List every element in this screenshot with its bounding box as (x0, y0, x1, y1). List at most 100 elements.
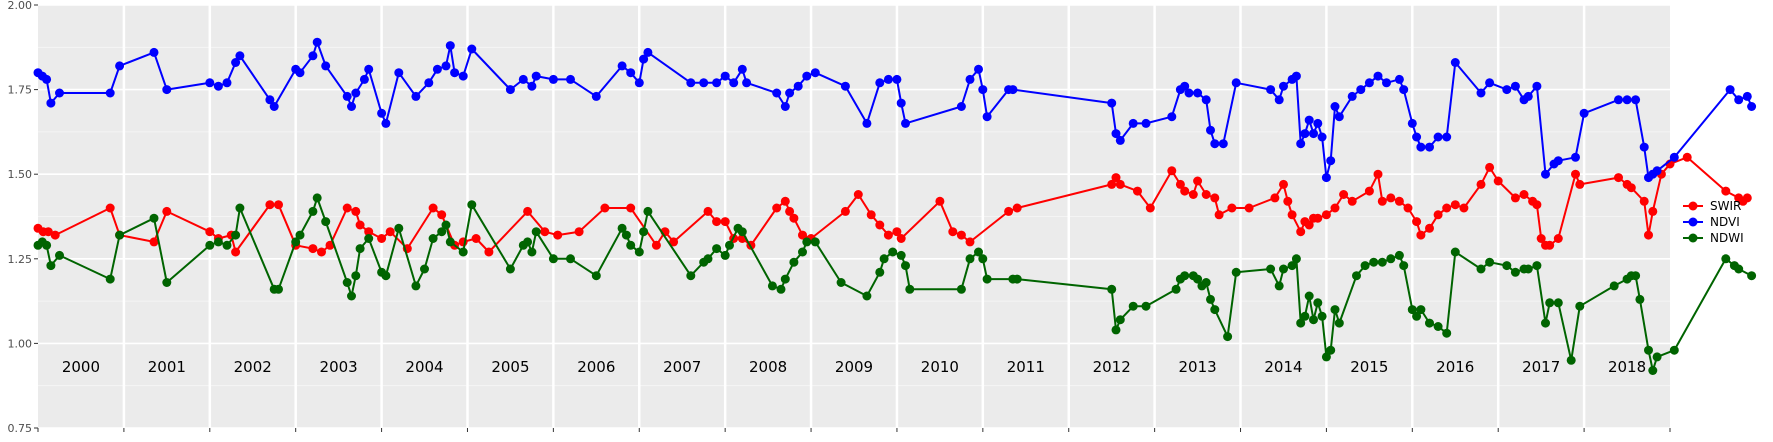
ndwi-point (1266, 264, 1276, 274)
ndvi-point (1317, 132, 1327, 142)
legend-item-ndwi: NDWI (1683, 231, 1744, 245)
swir-point (1394, 196, 1404, 206)
year-label: 2007 (663, 358, 701, 376)
ndwi-point (308, 206, 318, 216)
swir-point (892, 227, 902, 237)
swir-point (1227, 203, 1237, 213)
swir-point (651, 240, 661, 250)
ndvi-point (686, 78, 696, 88)
year-label: 2004 (405, 358, 443, 376)
ndvi-point (1334, 112, 1344, 122)
ndvi-point (359, 74, 369, 84)
swir-point (50, 230, 60, 240)
ndwi-point (1287, 261, 1297, 271)
ndwi-point (836, 278, 846, 287)
ndvi-point (531, 71, 541, 81)
y-tick-label: 1.00 (8, 337, 33, 350)
ndwi-point (1326, 345, 1336, 355)
ndvi-point (381, 118, 391, 128)
ndwi-point (1107, 284, 1117, 294)
ndvi-point (1669, 152, 1679, 162)
swir-point (1626, 183, 1636, 193)
ndwi-point (527, 247, 537, 257)
year-label: 2014 (1264, 358, 1302, 376)
y-tick-label: 2.00 (8, 0, 33, 12)
ndvi-point (1399, 85, 1409, 95)
swir-point (1004, 206, 1014, 216)
swir-point (1433, 210, 1443, 220)
ndvi-point (1309, 129, 1318, 139)
year-label: 2009 (835, 358, 873, 376)
ndwi-point (1330, 305, 1340, 315)
legend-item-ndvi: NDVI (1683, 215, 1740, 229)
ndwi-point (1360, 261, 1370, 271)
year-label: 2006 (577, 358, 615, 376)
legend-key-point (1688, 201, 1698, 211)
year-label: 2013 (1178, 358, 1216, 376)
ndvi-point (896, 98, 906, 108)
ndwi-point (905, 284, 915, 294)
ndwi-point (1734, 264, 1744, 274)
swir-point (351, 206, 361, 216)
y-tick-label: 1.75 (8, 84, 33, 97)
swir-point (1644, 230, 1653, 240)
ndvi-point (793, 81, 803, 91)
ndvi-point (639, 54, 649, 64)
ndvi-point (1141, 118, 1151, 128)
ndvi-point (1313, 118, 1323, 128)
swir-point (1115, 179, 1125, 189)
ndwi-point (1450, 247, 1460, 257)
ndwi-point (1532, 261, 1542, 271)
year-label: 2012 (1093, 358, 1131, 376)
swir-point (600, 203, 610, 213)
ndwi-point (115, 230, 125, 240)
ndvi-point (737, 64, 747, 74)
swir-point (1133, 186, 1142, 196)
ndvi-point (1725, 85, 1735, 95)
swir-point (43, 227, 53, 237)
ndvi-point (1008, 85, 1018, 95)
swir-point (1450, 200, 1460, 210)
ndwi-point (548, 254, 558, 264)
ndvi-point (1330, 102, 1340, 111)
swir-point (1287, 210, 1297, 220)
ndwi-point (1609, 281, 1619, 291)
ndwi-point (1317, 311, 1327, 321)
swir-point (896, 234, 906, 243)
ndvi-point (205, 78, 215, 88)
swir-point (105, 203, 115, 213)
swir-point (1648, 206, 1658, 216)
ndvi-point (892, 74, 902, 84)
ndwi-point (703, 254, 713, 264)
ndvi-point (1218, 139, 1228, 149)
ndwi-point (1386, 254, 1396, 264)
ndvi-point (231, 58, 241, 67)
ndvi-point (55, 88, 64, 98)
ndwi-point (862, 291, 872, 301)
ndvi-point (566, 74, 575, 84)
ndwi-point (634, 247, 644, 257)
swir-point (853, 190, 863, 199)
ndwi-point (55, 250, 64, 260)
swir-point (205, 227, 215, 237)
ndvi-series (33, 37, 1757, 183)
ndvi-point (308, 51, 318, 61)
swir-point (1304, 220, 1314, 230)
ndwi-point (974, 247, 983, 257)
ndvi-point (591, 91, 601, 101)
ndvi-point (1291, 71, 1301, 81)
ndvi-point (626, 68, 636, 78)
ndvi-point (149, 47, 159, 57)
ndwi-point (411, 281, 421, 291)
ndvi-point (46, 98, 56, 108)
swir-point (840, 206, 850, 216)
legend-key-point (1688, 217, 1698, 227)
swir-point (1279, 179, 1288, 189)
ndwi-point (1309, 315, 1318, 325)
ndvi-point (1206, 125, 1215, 135)
ndvi-point (1450, 58, 1460, 67)
ndvi-point (1614, 95, 1623, 105)
ndwi-series (33, 193, 1757, 375)
ndwi-point (1377, 257, 1387, 267)
ndvi-point (1579, 108, 1589, 118)
